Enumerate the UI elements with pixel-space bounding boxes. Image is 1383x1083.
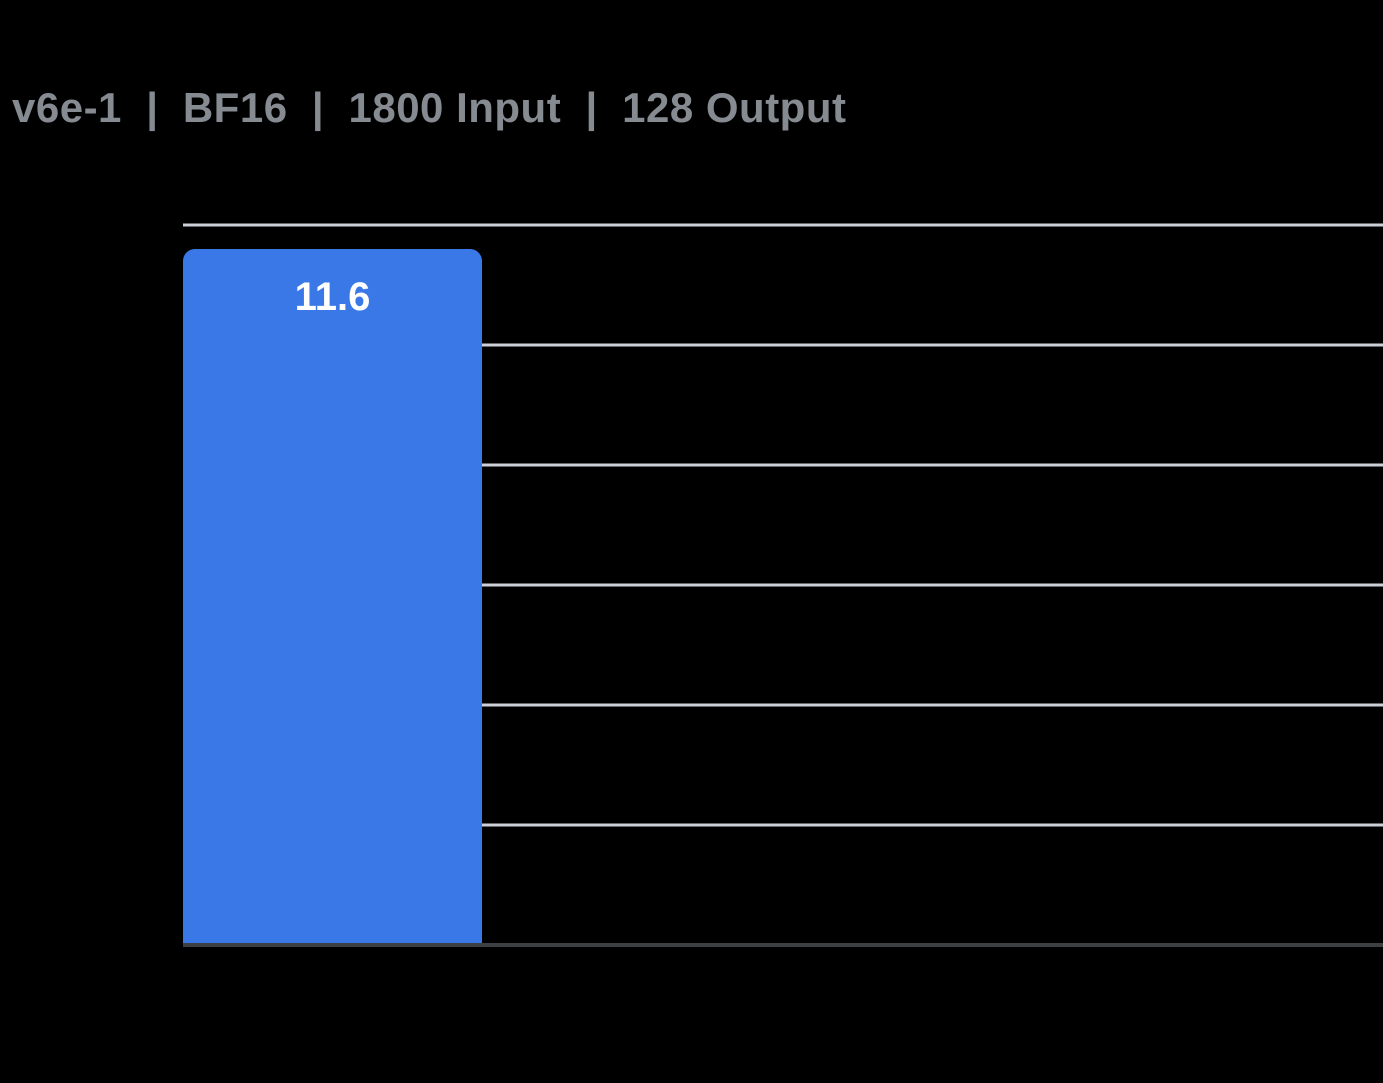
bar-3-value-label: 11.6 bbox=[294, 275, 371, 319]
bar-3: 11.6 bbox=[183, 249, 482, 945]
gridline bbox=[183, 583, 1383, 587]
plot-area: 2.4 8.5 11.6 bbox=[183, 223, 1383, 947]
gridline bbox=[183, 343, 1383, 347]
gridline bbox=[183, 823, 1383, 827]
gridline bbox=[183, 703, 1383, 707]
gridline bbox=[183, 223, 1383, 227]
x-axis-line bbox=[183, 943, 1383, 947]
gridline bbox=[183, 463, 1383, 467]
chart-title: v6e-1 | BF16 | 1800 Input | 128 Output bbox=[12, 84, 847, 131]
